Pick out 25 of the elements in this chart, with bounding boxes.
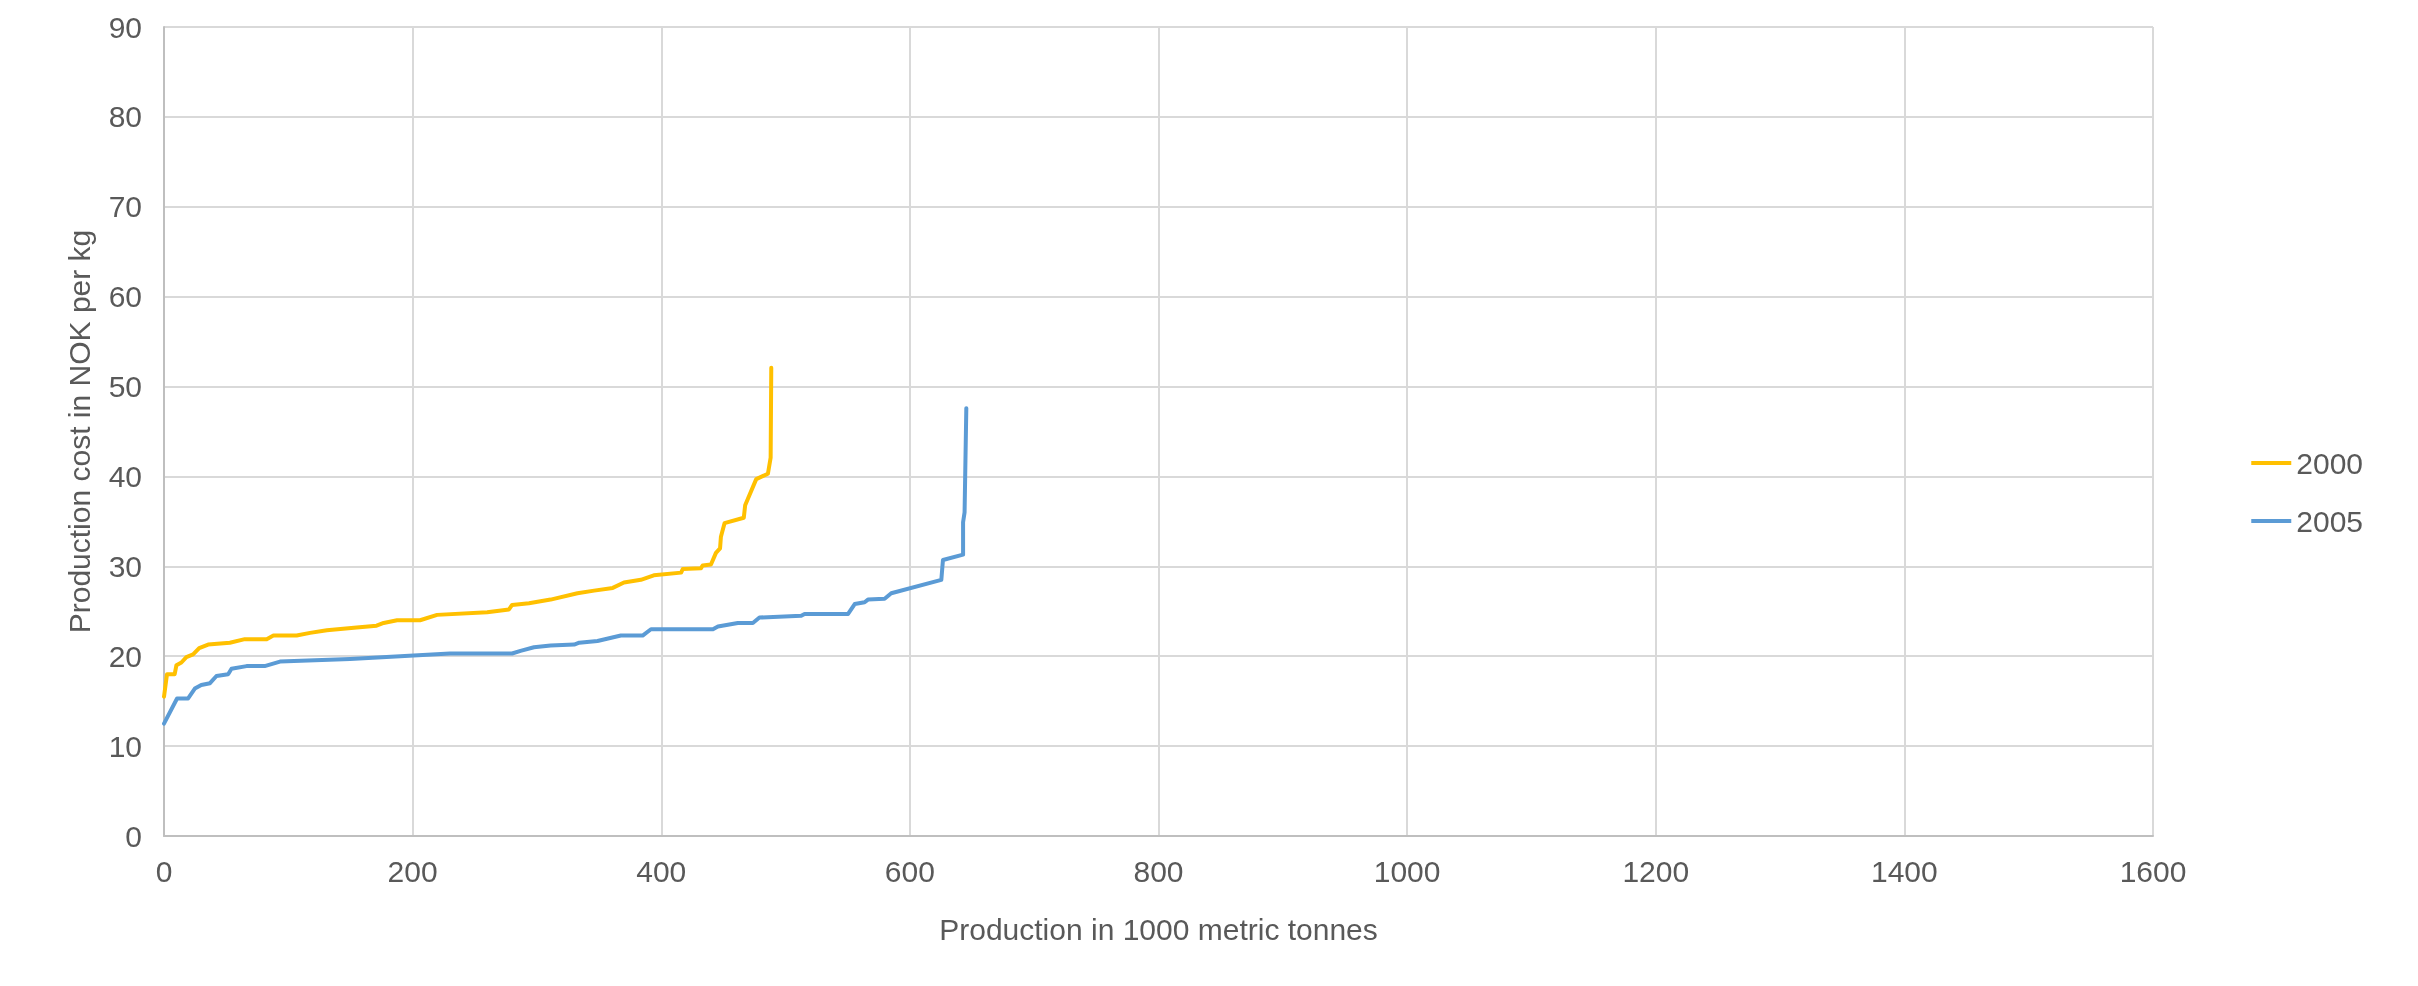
- y-tick-label: 70: [108, 190, 142, 224]
- y-tick-label: 50: [108, 370, 142, 404]
- x-tick-label: 0: [155, 854, 173, 888]
- x-tick-label: 600: [884, 854, 935, 888]
- line-series: [162, 406, 969, 726]
- y-tick-label: 20: [108, 639, 142, 673]
- x-tick-label: 400: [636, 854, 687, 888]
- x-tick-label: 1000: [1373, 854, 1441, 888]
- y-tick-label: 90: [108, 10, 142, 44]
- y-tick-label: 40: [108, 459, 142, 493]
- x-tick-label: 1400: [1871, 854, 1938, 888]
- x-tick-label: 1600: [2119, 854, 2187, 888]
- y-tick-label: 0: [125, 819, 142, 853]
- y-tick-label: 80: [108, 100, 142, 134]
- y-axis-title: Production cost in NOK per kg: [62, 229, 96, 634]
- x-tick-label: 1200: [1622, 854, 1690, 888]
- line-series: [162, 365, 774, 699]
- legend-label: 2000: [2296, 446, 2364, 480]
- y-tick-label: 60: [108, 280, 142, 314]
- y-tick-label: 30: [108, 549, 142, 583]
- x-tick-label: 800: [1133, 854, 1184, 888]
- legend-label: 2005: [2296, 504, 2364, 538]
- y-tick-label: 10: [108, 729, 142, 763]
- x-tick-label: 200: [387, 854, 438, 888]
- x-axis-title: Production in 1000 metric tonnes: [939, 912, 1378, 946]
